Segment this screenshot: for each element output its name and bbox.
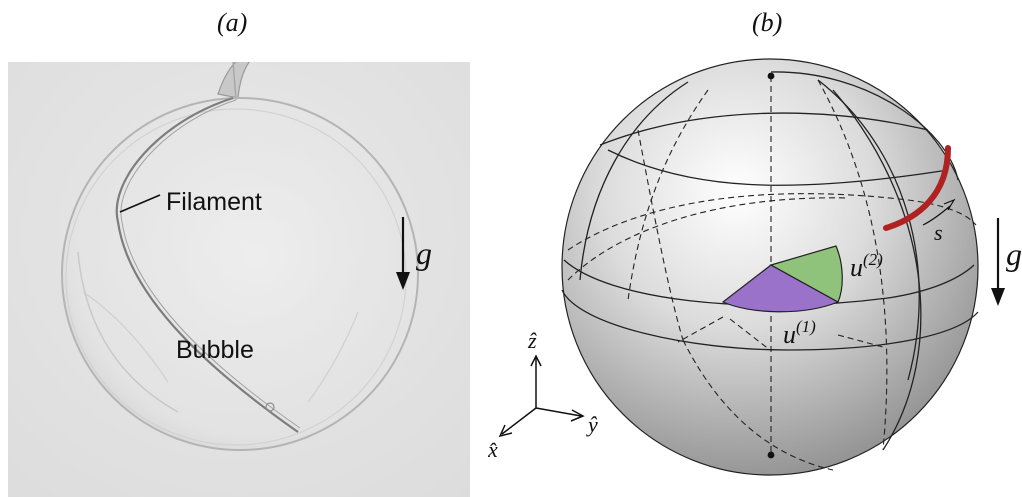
- axis-z-label: ẑ: [527, 328, 537, 353]
- filament-label: Filament: [166, 188, 262, 216]
- north-pole-icon: [767, 72, 775, 80]
- u1-label: u(1): [783, 317, 816, 349]
- panel-b-label: (b): [752, 8, 783, 37]
- stem: [217, 62, 250, 99]
- gravity-arrow-icon: [396, 272, 410, 290]
- axis-y-label: ŷ: [586, 412, 598, 437]
- u2-label: u(2): [850, 250, 883, 282]
- gravity-arrow-b-icon: [991, 288, 1005, 306]
- bubble-outline: [61, 97, 419, 451]
- arc-arrow-icon: [943, 198, 956, 211]
- hidden-grid-lines: [567, 76, 977, 471]
- filament-arc: [883, 145, 951, 231]
- u1-sector: [721, 264, 840, 313]
- sphere-diagram: s u(2) u(1) g ẑ ŷ x̂: [488, 58, 1022, 476]
- arc-label: s: [934, 220, 943, 245]
- bubble-label: Bubble: [176, 336, 254, 364]
- south-pole-icon: [767, 451, 775, 459]
- gravity-label-a: g: [416, 235, 432, 271]
- front-grid-lines: [561, 71, 979, 451]
- u2-sector: [769, 245, 843, 303]
- coordinate-axes: [498, 354, 585, 438]
- gravity-label-b: g: [1006, 236, 1022, 272]
- panel-a-label: (a): [217, 8, 248, 37]
- axis-x-label: x̂: [488, 437, 498, 462]
- bubble-photo: Filament Bubble g: [8, 62, 470, 497]
- filament-curve: [115, 96, 299, 433]
